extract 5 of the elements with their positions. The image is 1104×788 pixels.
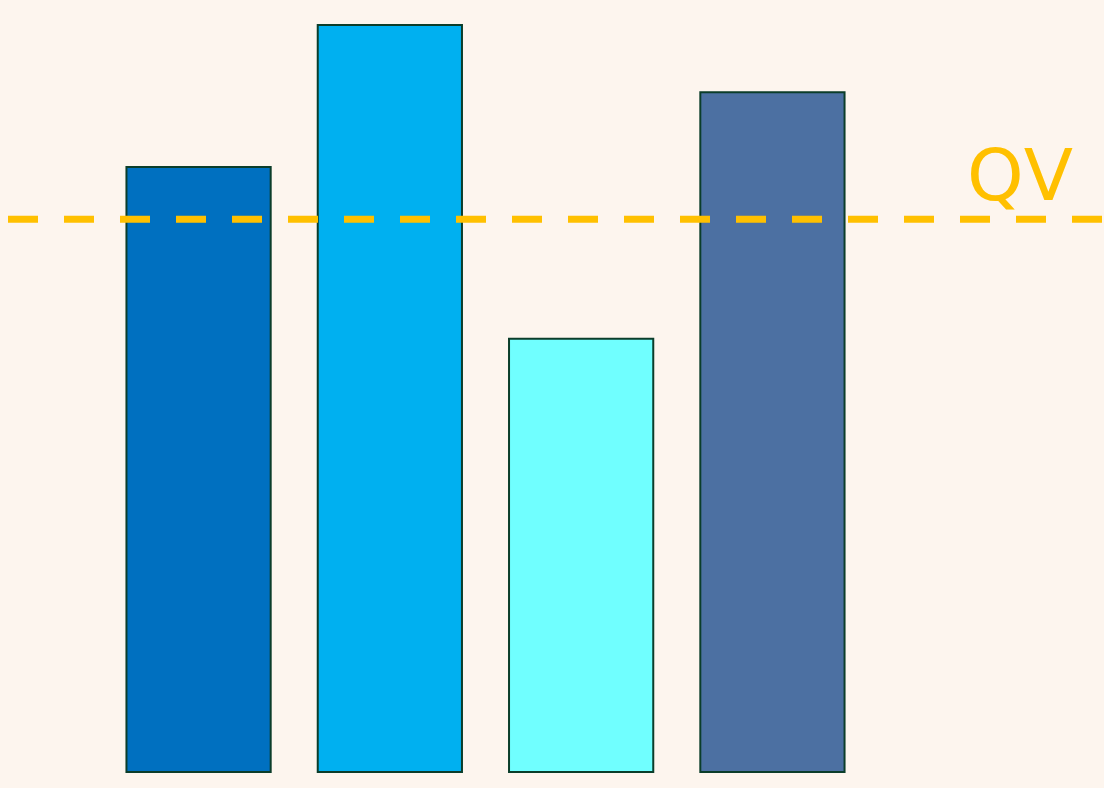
bar bbox=[316, 24, 463, 773]
bar bbox=[125, 165, 272, 773]
bar bbox=[508, 337, 655, 773]
ref-line-label: QV bbox=[967, 133, 1073, 218]
bar bbox=[699, 91, 846, 773]
